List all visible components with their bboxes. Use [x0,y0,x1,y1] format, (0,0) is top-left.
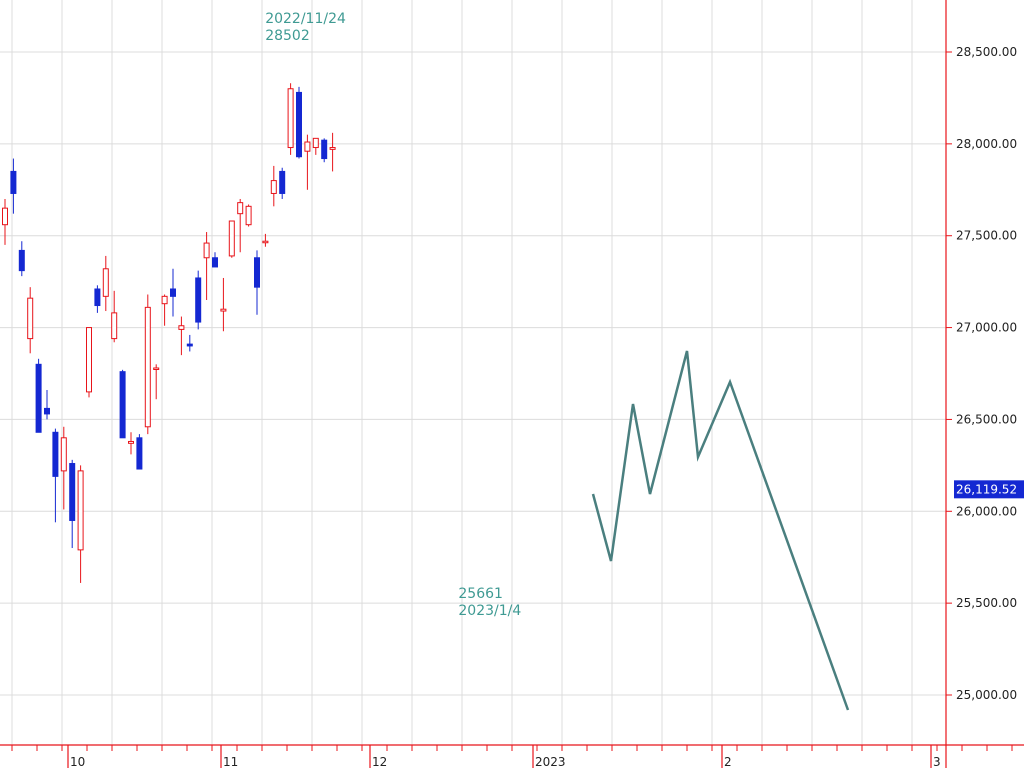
y-axis-labels: 25,000.00 25,500.00 26,000.00 26,500.00 27,0… [956,45,1017,702]
y-tick-label: 26,500.00 [956,412,1017,426]
candle-body [245,205,252,226]
candle-body [178,325,185,330]
candle-body [111,312,118,340]
y-tick-label: 27,500.00 [956,229,1017,243]
candle-body [195,277,202,323]
x-axis-labels: 10 11 12 2023 2 3 [67,745,941,768]
candle-body [94,288,101,307]
x-tick-label: 2 [724,755,732,768]
current-price-label: 26,119.52 [956,482,1017,496]
annotation-high-line: 2022/11/24 [265,11,346,27]
candle-body [77,470,84,551]
candle-body [44,407,50,415]
candle-body [2,207,8,226]
x-tick-label: 12 [372,755,387,768]
candle-body [228,220,235,257]
candle-body [287,88,294,149]
candle-body [102,268,109,297]
candle-body [170,288,176,297]
candle-body [153,367,160,370]
candle-body [304,141,311,152]
y-tick-label: 25,000.00 [956,688,1017,702]
candle-body [27,297,34,340]
y-tick-label: 26,000.00 [956,504,1017,518]
candle-body [136,437,143,470]
y-tick-label: 28,500.00 [956,45,1017,59]
candle-body [312,137,319,149]
current-price-marker: 26,119.52 [954,480,1024,499]
candle-body [69,463,76,521]
candle-body [144,306,151,428]
candle-body [329,147,336,150]
candle-body [321,139,328,160]
x-tick-label: 3 [933,755,941,768]
grid [0,0,946,745]
y-tick-label: 28,000.00 [956,137,1017,151]
candle-body [186,343,193,347]
x-tick-label: 2023 [535,755,566,768]
candle-body [128,440,134,444]
candle-body [203,242,210,259]
candle-body [254,257,260,288]
candle-body [279,170,286,194]
annotation-low-line: 25661 [458,586,503,602]
candle-body [237,202,244,215]
forecast-line-teal [591,350,850,711]
candle-body [52,431,59,477]
candle-body [60,437,67,472]
candle-body [212,257,218,268]
annotation-low-line: 2023/1/4 [458,603,521,619]
x-tick-label: 10 [70,755,85,768]
y-tick-label: 27,000.00 [956,321,1017,335]
candle-body [270,180,277,194]
candle-body [296,91,302,158]
candles-group [2,83,336,583]
candle-body [161,295,168,305]
candle-body [220,308,227,312]
current-price-badge [954,480,1024,499]
y-tick-label: 25,500.00 [956,596,1017,610]
candle-body [262,240,269,244]
forecast-lines [591,350,850,711]
candle-body [119,371,126,439]
x-tick-label: 11 [223,755,238,768]
candle-body [35,363,42,433]
candle-body [86,327,92,393]
candle-body [10,170,17,194]
candle-body [18,249,25,272]
annotation-high-line: 28502 [265,28,310,44]
